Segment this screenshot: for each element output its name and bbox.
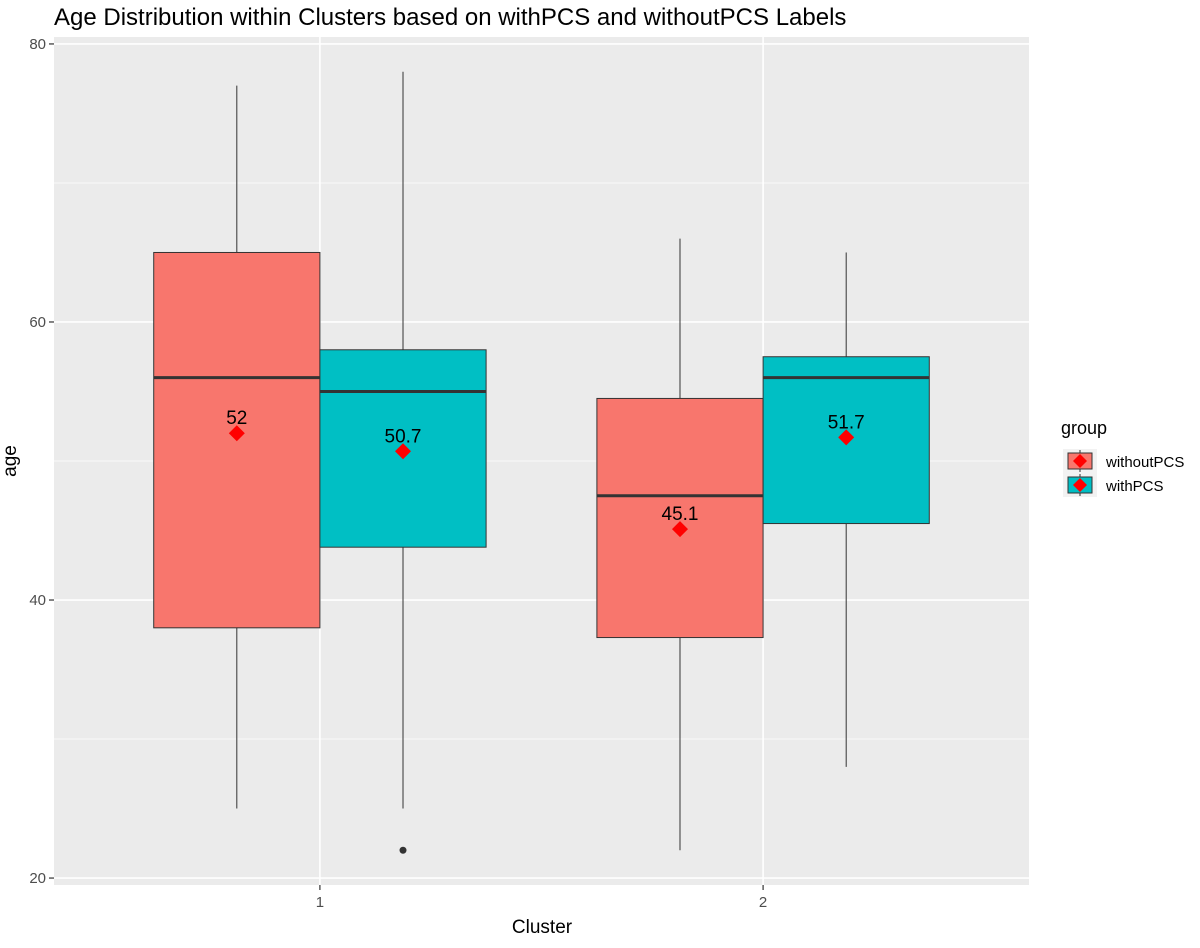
legend-label-withPCS: withPCS <box>1105 478 1164 495</box>
legend: group withoutPCS withPCS <box>1061 418 1184 497</box>
x-tick-label: 2 <box>759 894 767 911</box>
outlier-point <box>399 846 407 854</box>
y-tick-label: 20 <box>29 870 46 887</box>
y-axis-title: age <box>0 445 21 477</box>
mean-marker <box>838 429 855 446</box>
mean-marker <box>395 443 412 460</box>
legend-title: group <box>1061 418 1107 438</box>
mean-label: 52 <box>226 408 247 429</box>
mean-marker <box>228 425 245 442</box>
legend-key-mean-marker <box>1073 454 1087 468</box>
major-grid <box>54 37 1029 885</box>
legend-label-withoutPCS: withoutPCS <box>1105 454 1184 471</box>
mean-label: 51.7 <box>828 412 865 433</box>
chart-title: Age Distribution within Clusters based o… <box>54 4 846 31</box>
y-tick-label: 60 <box>29 314 46 331</box>
y-tick-label: 40 <box>29 592 46 609</box>
y-tick-label: 80 <box>29 36 46 53</box>
mean-label: 45.1 <box>662 504 699 525</box>
mean-marker <box>671 521 688 538</box>
x-tick-label: 1 <box>316 894 324 911</box>
mean-label: 50.7 <box>385 426 422 447</box>
x-axis-title: Cluster <box>512 917 573 938</box>
legend-key-mean-marker <box>1073 478 1087 492</box>
box-withoutPCS-cluster-2 <box>596 397 764 639</box>
boxes-layer: 52 45.1 50.7 51.7 <box>153 71 930 854</box>
y-axis: 20 40 60 80 <box>29 36 54 887</box>
